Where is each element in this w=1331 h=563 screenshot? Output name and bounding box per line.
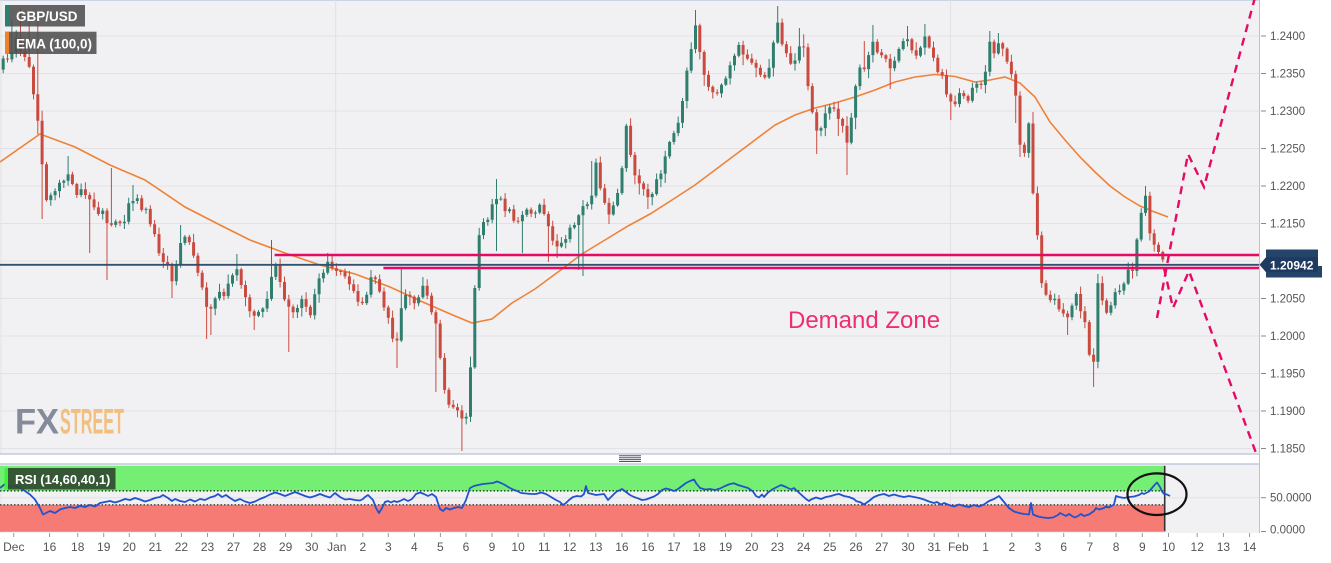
svg-text:21: 21 bbox=[149, 540, 163, 554]
svg-text:16: 16 bbox=[43, 540, 57, 554]
svg-text:GBP/USD: GBP/USD bbox=[16, 9, 78, 24]
svg-text:1.2400: 1.2400 bbox=[1270, 31, 1305, 43]
svg-text:1.1850: 1.1850 bbox=[1270, 444, 1305, 456]
svg-text:1.1900: 1.1900 bbox=[1270, 406, 1305, 418]
svg-text:1: 1 bbox=[982, 540, 989, 554]
svg-text:9: 9 bbox=[1139, 540, 1146, 554]
svg-text:1.2250: 1.2250 bbox=[1270, 144, 1305, 156]
svg-text:16: 16 bbox=[641, 540, 655, 554]
svg-text:Demand Zone: Demand Zone bbox=[788, 307, 940, 334]
svg-text:18: 18 bbox=[71, 540, 85, 554]
svg-text:9: 9 bbox=[489, 540, 496, 554]
svg-text:5: 5 bbox=[437, 540, 444, 554]
svg-text:20: 20 bbox=[745, 540, 759, 554]
svg-text:2: 2 bbox=[359, 540, 366, 554]
svg-text:1.2150: 1.2150 bbox=[1270, 219, 1305, 231]
svg-text:1.2200: 1.2200 bbox=[1270, 181, 1305, 193]
svg-text:31: 31 bbox=[928, 540, 942, 554]
svg-text:13: 13 bbox=[1217, 540, 1231, 554]
svg-text:27: 27 bbox=[875, 540, 889, 554]
svg-text:2: 2 bbox=[1008, 540, 1015, 554]
svg-text:19: 19 bbox=[719, 540, 733, 554]
svg-text:23: 23 bbox=[771, 540, 785, 554]
svg-text:50.0000: 50.0000 bbox=[1270, 493, 1312, 505]
svg-text:22: 22 bbox=[175, 540, 189, 554]
svg-text:19: 19 bbox=[97, 540, 111, 554]
svg-text:11: 11 bbox=[538, 540, 551, 554]
svg-text:8: 8 bbox=[1113, 540, 1120, 554]
svg-text:1.2300: 1.2300 bbox=[1270, 106, 1305, 118]
svg-text:30: 30 bbox=[305, 540, 319, 554]
svg-text:3: 3 bbox=[1035, 540, 1042, 554]
svg-text:1.2000: 1.2000 bbox=[1270, 331, 1305, 343]
svg-text:30: 30 bbox=[901, 540, 915, 554]
svg-text:10: 10 bbox=[511, 540, 525, 554]
svg-text:Jan: Jan bbox=[327, 540, 346, 554]
svg-text:24: 24 bbox=[797, 540, 811, 554]
svg-text:3: 3 bbox=[385, 540, 392, 554]
svg-text:1.1950: 1.1950 bbox=[1270, 369, 1305, 381]
svg-text:12: 12 bbox=[1191, 540, 1205, 554]
svg-text:1.2350: 1.2350 bbox=[1270, 69, 1305, 81]
svg-text:29: 29 bbox=[279, 540, 293, 554]
svg-text:16: 16 bbox=[615, 540, 629, 554]
svg-text:Feb: Feb bbox=[948, 540, 969, 554]
svg-text:18: 18 bbox=[693, 540, 707, 554]
svg-text:7: 7 bbox=[1087, 540, 1094, 554]
svg-text:20: 20 bbox=[123, 540, 137, 554]
svg-text:28: 28 bbox=[253, 540, 267, 554]
svg-text:1.2050: 1.2050 bbox=[1270, 294, 1305, 306]
svg-text:17: 17 bbox=[667, 540, 681, 554]
svg-text:23: 23 bbox=[201, 540, 215, 554]
svg-text:10: 10 bbox=[1162, 540, 1176, 554]
svg-text:0.0000: 0.0000 bbox=[1270, 525, 1305, 537]
svg-text:FX: FX bbox=[15, 403, 60, 442]
svg-text:EMA (100,0): EMA (100,0) bbox=[16, 37, 92, 52]
svg-text:RSI (14,60,40,1): RSI (14,60,40,1) bbox=[15, 472, 110, 487]
svg-text:6: 6 bbox=[1060, 540, 1067, 554]
svg-text:STREET: STREET bbox=[60, 403, 124, 442]
svg-text:27: 27 bbox=[227, 540, 241, 554]
svg-text:4: 4 bbox=[411, 540, 418, 554]
svg-text:25: 25 bbox=[823, 540, 837, 554]
svg-text:6: 6 bbox=[463, 540, 470, 554]
svg-text:14: 14 bbox=[1243, 540, 1257, 554]
svg-text:26: 26 bbox=[849, 540, 863, 554]
svg-text:13: 13 bbox=[589, 540, 603, 554]
svg-text:Dec: Dec bbox=[3, 540, 24, 554]
svg-text:1.20942: 1.20942 bbox=[1270, 258, 1314, 272]
svg-text:12: 12 bbox=[563, 540, 577, 554]
